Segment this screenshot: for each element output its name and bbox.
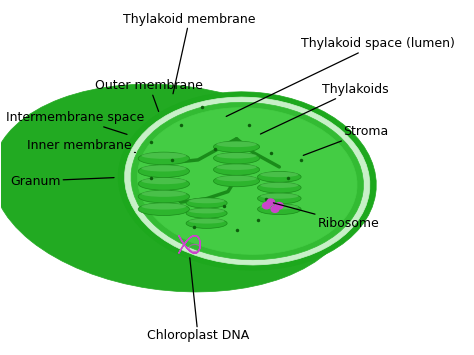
Ellipse shape [141, 203, 186, 209]
Ellipse shape [186, 208, 227, 218]
Ellipse shape [260, 204, 298, 209]
Ellipse shape [257, 204, 301, 214]
Ellipse shape [186, 218, 227, 228]
Text: Thylakoid membrane: Thylakoid membrane [123, 12, 256, 94]
Circle shape [271, 206, 279, 212]
Text: Ribosome: Ribosome [273, 203, 380, 230]
Text: Inner membrane: Inner membrane [27, 139, 136, 153]
Ellipse shape [125, 97, 370, 265]
Ellipse shape [213, 175, 260, 187]
Ellipse shape [189, 208, 225, 213]
Ellipse shape [138, 178, 190, 190]
Circle shape [275, 202, 283, 209]
Text: Thylakoid space (lumen): Thylakoid space (lumen) [226, 37, 455, 116]
Ellipse shape [213, 164, 260, 175]
Ellipse shape [213, 153, 260, 164]
Ellipse shape [260, 193, 298, 199]
Ellipse shape [257, 182, 301, 193]
Text: Stroma: Stroma [303, 125, 389, 155]
Ellipse shape [216, 176, 257, 181]
Ellipse shape [0, 84, 353, 292]
Ellipse shape [141, 191, 186, 197]
Circle shape [267, 199, 274, 205]
Ellipse shape [138, 203, 190, 215]
Ellipse shape [216, 141, 257, 147]
Ellipse shape [213, 141, 260, 153]
Ellipse shape [257, 193, 301, 204]
Ellipse shape [137, 108, 357, 255]
Text: Intermembrane space: Intermembrane space [6, 111, 144, 135]
Ellipse shape [141, 178, 186, 184]
Ellipse shape [189, 218, 225, 224]
Ellipse shape [138, 190, 190, 203]
Ellipse shape [216, 153, 257, 159]
Ellipse shape [260, 182, 298, 188]
Ellipse shape [138, 165, 190, 178]
Ellipse shape [257, 171, 301, 182]
Text: Thylakoids: Thylakoids [260, 83, 389, 134]
Ellipse shape [189, 198, 225, 203]
Ellipse shape [118, 92, 376, 270]
Text: Granum: Granum [10, 175, 114, 187]
Ellipse shape [141, 165, 186, 171]
Ellipse shape [186, 198, 227, 208]
Circle shape [263, 202, 270, 209]
Ellipse shape [216, 164, 257, 170]
Ellipse shape [138, 152, 190, 165]
Text: Chloroplast DNA: Chloroplast DNA [147, 258, 249, 343]
Ellipse shape [141, 153, 186, 159]
Text: Outer membrane: Outer membrane [95, 80, 203, 111]
Ellipse shape [131, 102, 364, 260]
Ellipse shape [260, 172, 298, 177]
